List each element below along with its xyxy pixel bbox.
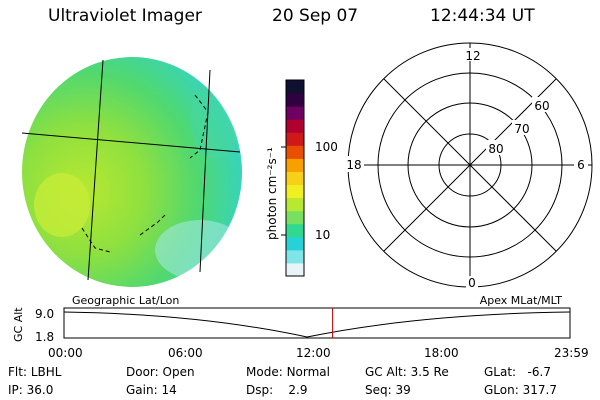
colorbar-segment bbox=[286, 262, 304, 277]
colorbar-tick-10: 10 bbox=[315, 228, 331, 242]
colorbar-segment bbox=[286, 171, 304, 186]
colorbar-segment bbox=[286, 106, 304, 120]
lat-lon-grid bbox=[21, 59, 241, 281]
colorbar-segment bbox=[286, 80, 304, 94]
mlt-label-6: 6 bbox=[577, 158, 585, 172]
dsp-value: 2.9 bbox=[288, 383, 308, 397]
status-dsp: Dsp: 2.9 bbox=[246, 383, 308, 397]
colorbar-segment bbox=[286, 236, 304, 251]
mlt-label-0: 0 bbox=[468, 276, 476, 290]
mlt-label-12: 12 bbox=[465, 49, 480, 63]
colorbar-segment bbox=[286, 119, 304, 133]
colorbar-segment bbox=[286, 145, 304, 159]
mode-value: Normal bbox=[286, 365, 330, 379]
polar-plot: 12 18 6 0 60 70 80 bbox=[342, 42, 593, 290]
status-glat: GLat: -6.7 bbox=[484, 365, 551, 379]
colorbar-segment bbox=[286, 249, 304, 264]
gc-alt-plot: GC Alt 9.0 1.8 Geographic Lat/Lon Apex M… bbox=[12, 294, 571, 344]
time-tick-0600: 06:00 bbox=[168, 346, 203, 360]
colorbar-segment bbox=[286, 158, 304, 172]
gc-alt-ytick-high: 9.0 bbox=[35, 307, 54, 321]
time-tick-0000: 00:00 bbox=[48, 346, 83, 360]
mlt-label-18: 18 bbox=[346, 158, 361, 172]
status-mode: Mode: Normal bbox=[246, 365, 330, 379]
gc-alt-curve bbox=[63, 311, 571, 338]
time-tick-1200: 12:00 bbox=[296, 346, 331, 360]
color-scale-bar: photon cm⁻²s⁻¹ bbox=[265, 79, 305, 277]
glon-value: 317.7 bbox=[522, 383, 557, 397]
ip-value: 36.0 bbox=[26, 383, 54, 397]
apex-title: Apex MLat/MLT bbox=[480, 294, 563, 307]
time-tick-1800: 18:00 bbox=[424, 346, 459, 360]
door-value: Open bbox=[162, 365, 195, 379]
image-date: 20 Sep 07 bbox=[272, 6, 359, 26]
status-glon: GLon: 317.7 bbox=[484, 383, 557, 397]
mlat-label-60: 60 bbox=[534, 99, 549, 113]
colorbar-segment bbox=[286, 93, 304, 107]
gc-alt-ytick-low: 1.8 bbox=[35, 330, 54, 344]
status-ip: IP: 36.0 bbox=[8, 383, 54, 397]
colorbar-segment bbox=[286, 210, 304, 225]
colorbar-tick-100: 100 bbox=[315, 140, 338, 154]
status-gain: Gain: 14 bbox=[126, 383, 177, 397]
colorbar-segment bbox=[286, 197, 304, 212]
colorbar-segment bbox=[286, 132, 304, 146]
status-door: Door: Open bbox=[126, 365, 195, 379]
instrument-title: Ultraviolet Imager bbox=[48, 6, 202, 26]
status-gc-alt: GC Alt: 3.5 Re bbox=[365, 365, 449, 379]
colorbar-segment bbox=[286, 223, 304, 238]
uv-image-panel bbox=[21, 57, 242, 287]
seq-value: 39 bbox=[395, 383, 411, 397]
gc-alt-value: 3.5 Re bbox=[410, 365, 449, 379]
gc-alt-ylabel: GC Alt bbox=[12, 307, 25, 342]
geographic-title: Geographic Lat/Lon bbox=[72, 294, 179, 307]
status-flt: Flt: LBHL bbox=[8, 365, 62, 379]
colorbar-segment bbox=[286, 184, 304, 199]
time-tick-2359: 23:59 bbox=[554, 346, 589, 360]
mlat-label-80: 80 bbox=[488, 142, 503, 156]
filter-value: LBHL bbox=[30, 365, 62, 379]
colorbar-label: photon cm⁻²s⁻¹ bbox=[265, 147, 279, 240]
gain-value: 14 bbox=[161, 383, 177, 397]
glat-value: -6.7 bbox=[527, 365, 551, 379]
mlat-label-70: 70 bbox=[514, 122, 529, 136]
status-seq: Seq: 39 bbox=[365, 383, 411, 397]
image-time: 12:44:34 UT bbox=[430, 6, 535, 26]
